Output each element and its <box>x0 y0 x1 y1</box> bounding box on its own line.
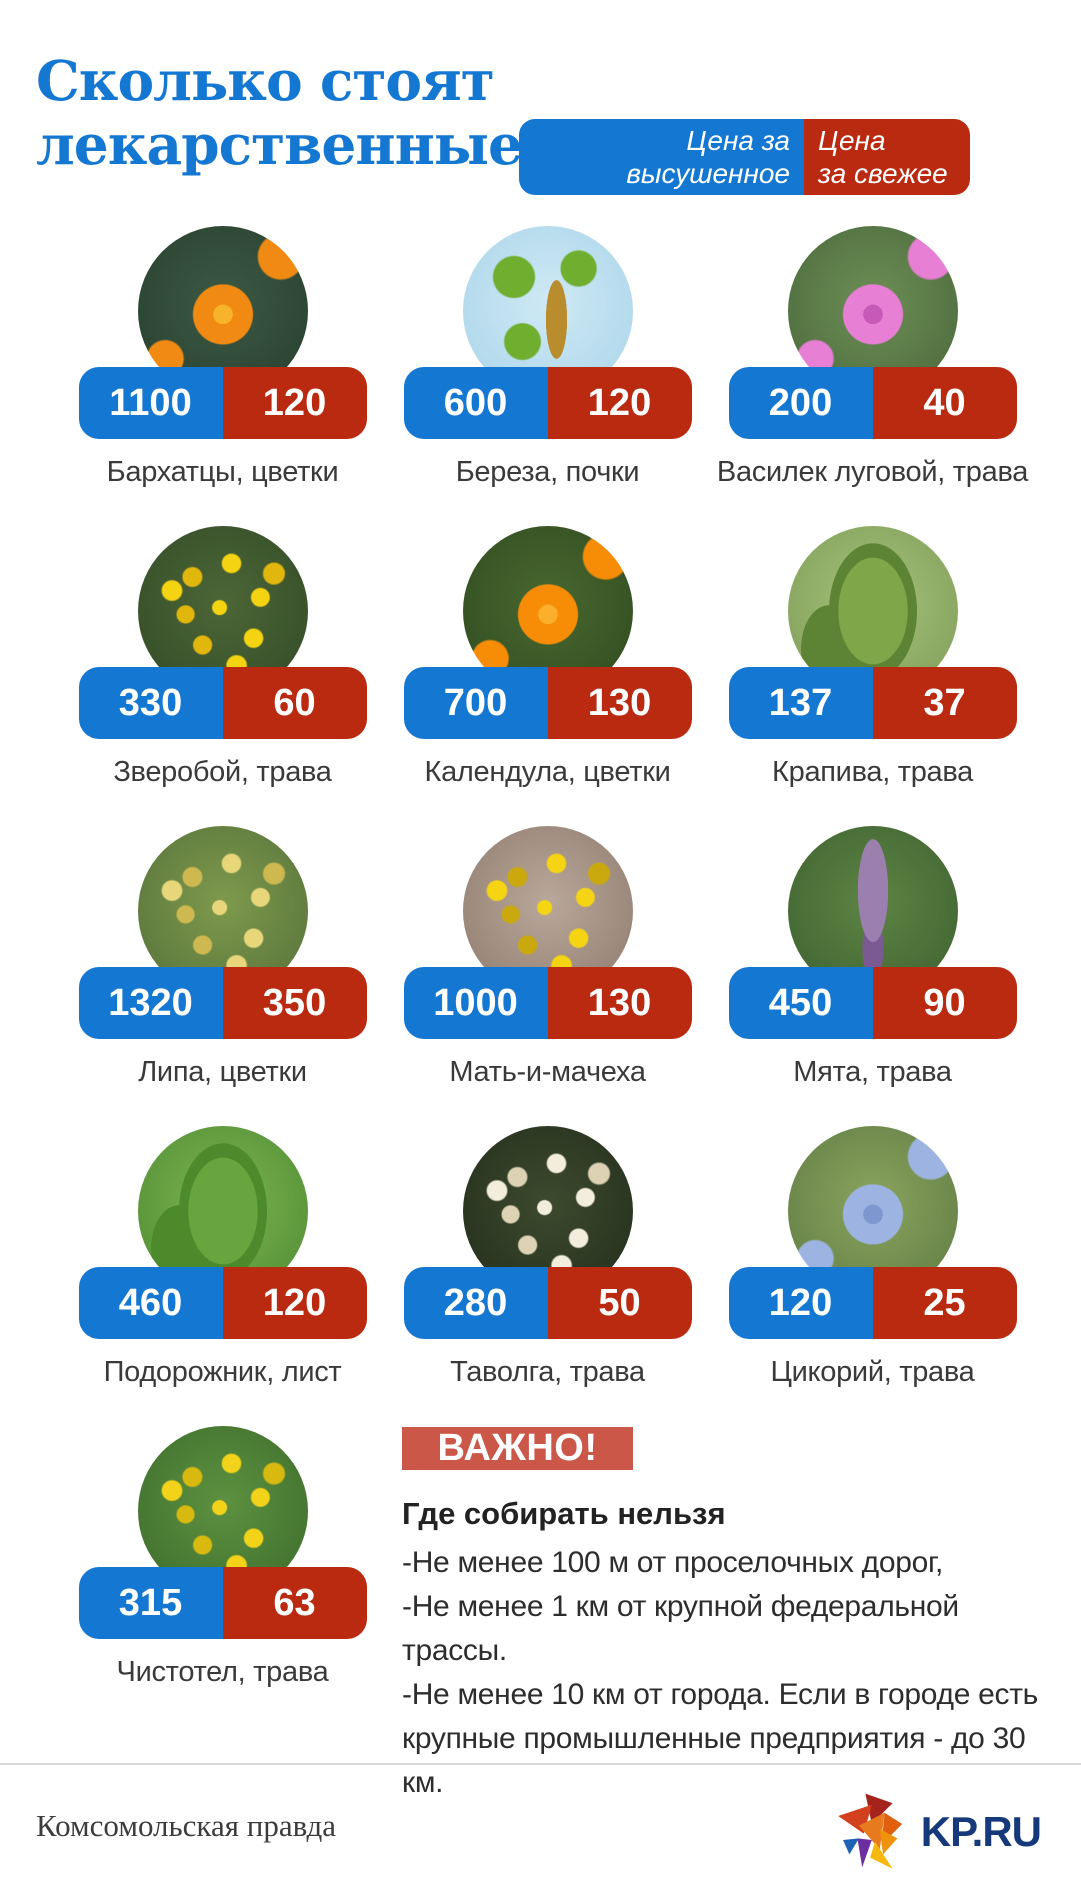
dried-price-value: 1100 <box>78 367 223 439</box>
where-not-to-collect-heading: Где собирать нельзя <box>402 1496 726 1531</box>
dried-price-value: 460 <box>78 1267 223 1339</box>
plant-name: Береза, почки <box>455 456 640 488</box>
plant-card: 315 63 Чистотел, трава <box>60 1426 385 1726</box>
fresh-price-value: 40 <box>872 367 1017 439</box>
plant-name: Цикорий, трава <box>770 1356 975 1388</box>
important-badge: ВАЖНО! <box>402 1427 633 1470</box>
where-not-to-collect-rules: -Не менее 100 м от проселочных дорог, -Н… <box>402 1541 1047 1805</box>
plant-card: 1000 130 Мать-и-мачеха <box>385 826 710 1126</box>
dried-price-value: 450 <box>728 967 873 1039</box>
fresh-price-value: 63 <box>222 1567 367 1639</box>
plant-card: 700 130 Календула, цветки <box>385 526 710 826</box>
fresh-price-value: 130 <box>547 667 692 739</box>
fresh-price-value: 120 <box>547 367 692 439</box>
plant-name: Липа, цветки <box>138 1056 307 1088</box>
price-badge: 280 50 <box>403 1267 692 1339</box>
dried-price-value: 280 <box>403 1267 548 1339</box>
dried-price-value: 137 <box>728 667 873 739</box>
plant-name: Подорожник, лист <box>103 1356 342 1388</box>
plants-grid: 1100 120 Бархатцы, цветки 600 120 Береза… <box>60 226 1038 1799</box>
price-badge: 1100 120 <box>78 367 367 439</box>
legend-fresh-line1: Цена <box>818 125 886 156</box>
fresh-price-value: 90 <box>872 967 1017 1039</box>
price-badge: 600 120 <box>403 367 692 439</box>
plant-card: 600 120 Береза, почки <box>385 226 710 526</box>
price-badge: 460 120 <box>78 1267 367 1339</box>
price-badge: 200 40 <box>728 367 1017 439</box>
legend-dried-price: Цена за высушенное (руб. за 1 кг.) <box>519 119 804 195</box>
dried-price-value: 700 <box>403 667 548 739</box>
plant-name: Мята, трава <box>793 1056 952 1088</box>
price-badge: 120 25 <box>728 1267 1017 1339</box>
plant-name: Чистотел, трава <box>116 1656 329 1688</box>
price-legend: Цена за высушенное (руб. за 1 кг.) Цена … <box>519 119 970 195</box>
source-attribution: Комсомольская правда <box>36 1808 337 1843</box>
plant-card: 460 120 Подорожник, лист <box>60 1126 385 1426</box>
rule-item: -Не менее 1 км от крупной федеральной тр… <box>402 1590 959 1667</box>
fresh-price-value: 120 <box>222 1267 367 1339</box>
plant-card: 1320 350 Липа, цветки <box>60 826 385 1126</box>
plant-card: 137 37 Крапива, трава <box>710 526 1035 826</box>
fresh-price-value: 60 <box>222 667 367 739</box>
dried-price-value: 600 <box>403 367 548 439</box>
fresh-price-value: 120 <box>222 367 367 439</box>
plant-name: Календула, цветки <box>424 756 671 788</box>
rule-item: -Не менее 100 м от проселочных дорог, <box>402 1546 944 1579</box>
kp-ru-logo: KP.RU <box>835 1792 1042 1872</box>
legend-dried-line1: Цена за высушенное <box>626 125 790 189</box>
plant-name: Мать-и-мачеха <box>449 1056 646 1088</box>
legend-fresh-line2: за свежее <box>818 158 948 189</box>
fresh-price-value: 37 <box>872 667 1017 739</box>
plant-card: 330 60 Зверобой, трава <box>60 526 385 826</box>
fresh-price-value: 350 <box>222 967 367 1039</box>
plant-name: Василек луговой, трава <box>716 456 1029 488</box>
legend-dried-line2: (руб. за 1 кг.) <box>527 190 790 195</box>
price-badge: 1000 130 <box>403 967 692 1039</box>
plant-name: Зверобой, трава <box>113 756 332 788</box>
price-badge: 700 130 <box>403 667 692 739</box>
plant-card: 120 25 Цикорий, трава <box>710 1126 1035 1426</box>
price-badge: 315 63 <box>78 1567 367 1639</box>
footer-divider <box>0 1763 1081 1765</box>
price-badge: 1320 350 <box>78 967 367 1039</box>
fresh-price-value: 50 <box>547 1267 692 1339</box>
dried-price-value: 200 <box>728 367 873 439</box>
plant-card: 280 50 Таволга, трава <box>385 1126 710 1426</box>
plant-name: Таволга, трава <box>450 1356 645 1388</box>
plant-card: 200 40 Василек луговой, трава <box>710 226 1035 526</box>
plant-name: Бархатцы, цветки <box>106 456 339 488</box>
kp-bird-icon <box>837 1793 902 1869</box>
dried-price-value: 330 <box>78 667 223 739</box>
plant-card: 450 90 Мята, трава <box>710 826 1035 1126</box>
dried-price-value: 315 <box>78 1567 223 1639</box>
rule-item: -Не менее 10 км от города. Если в городе… <box>402 1678 1038 1799</box>
dried-price-value: 1320 <box>78 967 223 1039</box>
price-badge: 137 37 <box>728 667 1017 739</box>
price-badge: 330 60 <box>78 667 367 739</box>
legend-fresh-price: Цена за свежее <box>804 119 970 195</box>
plant-card: 1100 120 Бархатцы, цветки <box>60 226 385 526</box>
dried-price-value: 1000 <box>403 967 548 1039</box>
plant-name: Крапива, трава <box>772 756 973 788</box>
fresh-price-value: 130 <box>547 967 692 1039</box>
kp-ru-logo-text: KP.RU <box>920 1808 1042 1855</box>
dried-price-value: 120 <box>728 1267 873 1339</box>
important-section: ВАЖНО! Где собирать нельзя -Не менее 100… <box>385 1426 1038 1799</box>
price-badge: 450 90 <box>728 967 1017 1039</box>
fresh-price-value: 25 <box>872 1267 1017 1339</box>
